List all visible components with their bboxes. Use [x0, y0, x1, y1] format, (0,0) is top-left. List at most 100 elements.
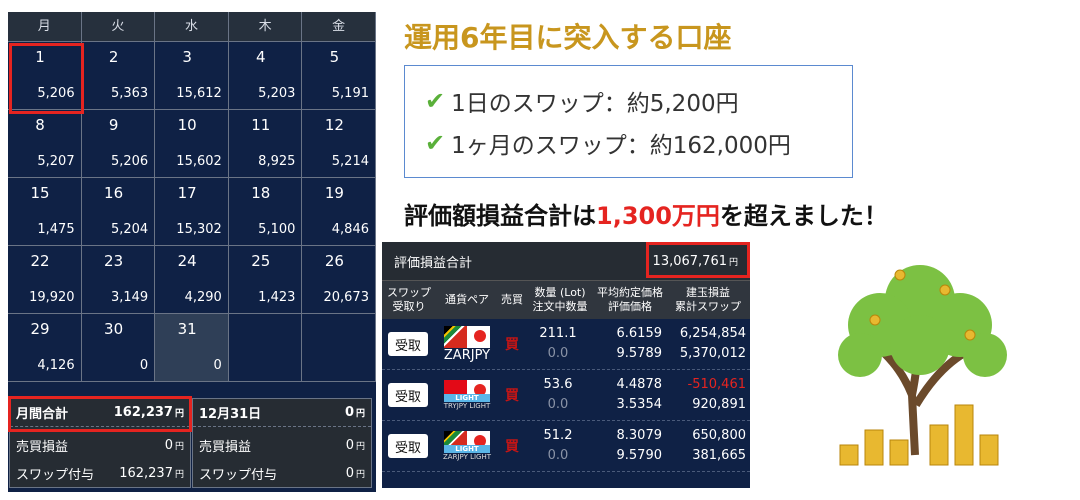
calendar-day[interactable]: 23 3,149 [81, 246, 156, 314]
position-pl: 6,254,854 [679, 326, 746, 341]
receive-swap-button[interactable]: 受取 [388, 383, 428, 407]
currency-flag-icon [444, 325, 490, 348]
calendar-day[interactable]: 10 15,602 [155, 110, 229, 178]
day-swap: 0 [213, 358, 222, 373]
point-text: 1ヶ月のスワップ：約162,000円 [451, 133, 791, 159]
headline-amount: 1,300万円 [596, 202, 720, 230]
light-badge: LIGHT [444, 445, 490, 453]
calendar-day[interactable]: 18 5,100 [228, 178, 303, 246]
avg-price: 6.6159 [616, 326, 663, 341]
day-number: 22 [30, 252, 50, 270]
position-row[interactable]: 受取 LIGHT TRYJPY LIGHT 買 53.6 0.0 4.4878 3.5… [382, 370, 750, 421]
eval-price: 9.5790 [616, 448, 663, 463]
calendar-day[interactable]: 12 5,214 [302, 110, 376, 178]
day-swap: 4,290 [184, 290, 222, 305]
highlight-box [646, 242, 750, 278]
pl-label: 売買損益 [199, 439, 252, 455]
day-swap: 0 [139, 358, 149, 373]
day-swap: 5,206 [37, 86, 75, 101]
calendar-day[interactable]: 30 0 [81, 314, 156, 382]
swap-label: スワップ付与 [199, 467, 278, 483]
day-swap: 15,302 [176, 222, 222, 237]
calendar-day[interactable]: 31 0 [155, 314, 229, 382]
calendar-day[interactable]: 22 19,920 [8, 246, 82, 314]
side-label: 買 [505, 439, 519, 455]
swap-label: スワップ付与 [16, 467, 95, 483]
swap-value: 162,237 [119, 465, 173, 481]
column-header: 数量 (Lot) 注文中数量 [532, 286, 588, 313]
yen: 円 [174, 469, 184, 480]
day-swap: 15,602 [176, 154, 222, 169]
day-number: 3 [182, 48, 192, 66]
accum-swap: 5,370,012 [679, 346, 746, 361]
pending-lot: 0.0 [547, 346, 569, 361]
calendar-day[interactable]: 26 20,673 [302, 246, 376, 314]
calendar-day[interactable]: 29 4,126 [8, 314, 82, 382]
position-row[interactable]: 受取 ZARJPY 買 211.1 0.0 6.6159 9.5789 6,254,… [382, 319, 750, 370]
weekday-header: 水 [155, 12, 229, 42]
eval-price: 9.5789 [616, 346, 663, 361]
day-swap: 5,363 [110, 86, 149, 101]
receive-swap-button[interactable]: 受取 [388, 332, 428, 356]
day-number: 17 [177, 184, 197, 202]
calendar-day[interactable]: 2 5,363 [81, 42, 156, 110]
calendar-day[interactable]: 3 15,612 [155, 42, 229, 110]
receive-swap-button[interactable]: 受取 [388, 434, 428, 458]
total-label: 評価損益合計 [394, 255, 473, 271]
day-number: 23 [104, 252, 124, 270]
calendar-day[interactable]: 19 4,846 [302, 178, 376, 246]
day-number: 12 [324, 116, 344, 134]
day-swap: 5,100 [258, 222, 296, 237]
column-header: 通貨ペア [445, 293, 489, 306]
calendar-day[interactable]: 24 4,290 [155, 246, 229, 314]
day-label: 12月31日 [199, 407, 262, 422]
weekday-header: 火 [82, 12, 156, 42]
day-summary: 12月31日 0 円 売買損益 0 円 スワップ付与 0 円 [192, 398, 372, 488]
day-swap: 5,203 [258, 86, 296, 101]
pl-label: 売買損益 [16, 439, 69, 455]
eval-price: 3.5354 [616, 397, 663, 412]
position-row[interactable]: 受取 LIGHT ZARJPY LIGHT 買 51.2 0.0 8.3079 9.5… [382, 421, 750, 472]
day-number: 16 [104, 184, 124, 202]
day-number: 19 [324, 184, 344, 202]
weekday-header: 木 [229, 12, 303, 42]
yen: 円 [355, 409, 365, 419]
calendar-day[interactable]: 9 5,206 [81, 110, 156, 178]
day-swap: 20,673 [323, 290, 369, 305]
currency-flag-icon: LIGHT [444, 431, 490, 453]
check-icon: ✔ [425, 87, 446, 115]
calendar-day[interactable]: 8 5,207 [8, 110, 82, 178]
light-badge: LIGHT [444, 394, 490, 402]
calendar-day[interactable]: 25 1,423 [228, 246, 303, 314]
calendar-day[interactable]: 11 8,925 [228, 110, 303, 178]
day-number: 30 [104, 320, 124, 338]
calendar-day[interactable]: 16 5,204 [81, 178, 156, 246]
total-value: 13,067,761 [652, 253, 727, 269]
day-number: 5 [329, 48, 340, 66]
calendar-day[interactable] [228, 314, 303, 382]
day-number: 10 [177, 116, 197, 134]
highlight-box [8, 396, 192, 432]
column-header: 売買 [501, 293, 523, 306]
calendar-day[interactable]: 5 5,191 [302, 42, 376, 110]
pending-lot: 0.0 [547, 397, 569, 412]
monthly-label: 月間合計 [16, 407, 69, 422]
accum-swap: 920,891 [692, 397, 746, 412]
column-header: スワップ 受取り [387, 286, 431, 313]
calendar-day[interactable]: 4 5,203 [228, 42, 303, 110]
day-number: 26 [324, 252, 344, 270]
calendar-day[interactable]: 15 1,475 [8, 178, 82, 246]
lot: 51.2 [543, 428, 573, 443]
day-swap: 1,475 [37, 222, 75, 237]
headline-text: 評価額損益合計は [404, 202, 596, 230]
calendar-day[interactable] [302, 314, 376, 382]
calendar-day[interactable]: 17 15,302 [155, 178, 229, 246]
day-swap: 5,204 [110, 222, 149, 237]
headline-text: を超えました！ [719, 202, 888, 230]
currency-pair: ZARJPY LIGHT [442, 453, 491, 461]
day-swap: 4,126 [37, 358, 75, 373]
day-number: 24 [177, 252, 197, 270]
day-number: 29 [30, 320, 50, 338]
day-swap: 5,214 [331, 154, 369, 169]
day-number: 2 [108, 48, 119, 66]
